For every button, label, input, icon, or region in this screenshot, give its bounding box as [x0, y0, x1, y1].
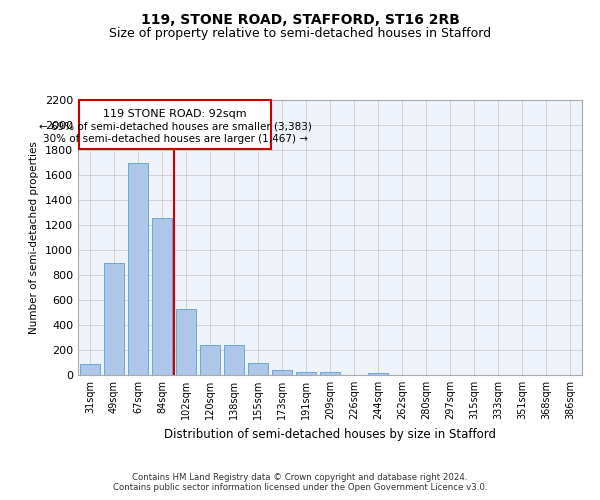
Bar: [104, 262, 124, 375]
Text: 30% of semi-detached houses are larger (1,467) →: 30% of semi-detached houses are larger (…: [43, 134, 308, 144]
FancyBboxPatch shape: [79, 100, 271, 149]
Text: Size of property relative to semi-detached houses in Stafford: Size of property relative to semi-detach…: [109, 28, 491, 40]
Text: 119 STONE ROAD: 92sqm: 119 STONE ROAD: 92sqm: [103, 109, 247, 118]
Text: 119, STONE ROAD, STAFFORD, ST16 2RB: 119, STONE ROAD, STAFFORD, ST16 2RB: [140, 12, 460, 26]
Bar: [128, 162, 148, 375]
Text: ← 69% of semi-detached houses are smaller (3,383): ← 69% of semi-detached houses are smalle…: [39, 121, 311, 131]
Bar: [224, 345, 244, 375]
Bar: [368, 372, 388, 375]
Bar: [176, 308, 196, 375]
Bar: [296, 372, 316, 375]
Bar: [248, 362, 268, 375]
Bar: [320, 372, 340, 375]
Y-axis label: Number of semi-detached properties: Number of semi-detached properties: [29, 141, 40, 334]
Bar: [152, 218, 172, 375]
X-axis label: Distribution of semi-detached houses by size in Stafford: Distribution of semi-detached houses by …: [164, 428, 496, 440]
Bar: [200, 345, 220, 375]
Bar: [272, 370, 292, 375]
Bar: [80, 364, 100, 375]
Text: Contains HM Land Registry data © Crown copyright and database right 2024.
Contai: Contains HM Land Registry data © Crown c…: [113, 473, 487, 492]
